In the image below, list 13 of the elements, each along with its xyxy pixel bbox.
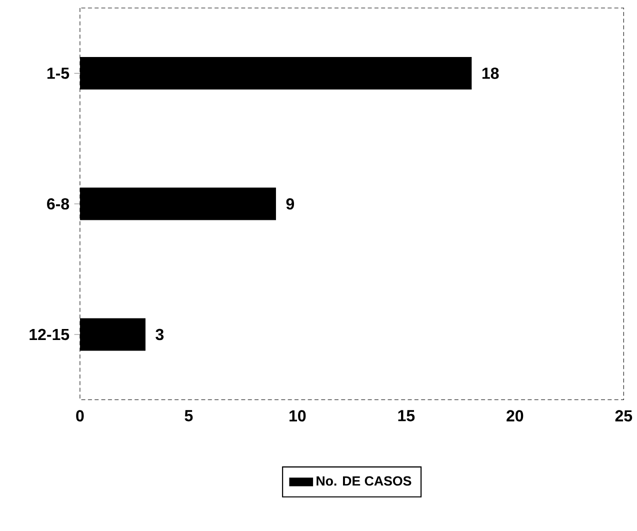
data-label: 3 <box>156 328 164 340</box>
y-tick-label: 6-8 <box>47 198 70 210</box>
legend-label: No. DE CASOS <box>316 476 412 486</box>
x-tick-label: 15 <box>398 410 415 422</box>
data-label: 9 <box>286 198 294 210</box>
x-tick-label: 20 <box>506 410 524 422</box>
x-tick-label: 10 <box>290 410 306 422</box>
x-tick-label: 0 <box>76 410 84 422</box>
data-label: 18 <box>482 68 499 80</box>
y-tick-label: 12-15 <box>30 328 70 340</box>
y-tick-label: 1-5 <box>47 68 70 80</box>
x-tick-label: 5 <box>184 410 193 422</box>
x-tick-label: 25 <box>615 410 632 422</box>
